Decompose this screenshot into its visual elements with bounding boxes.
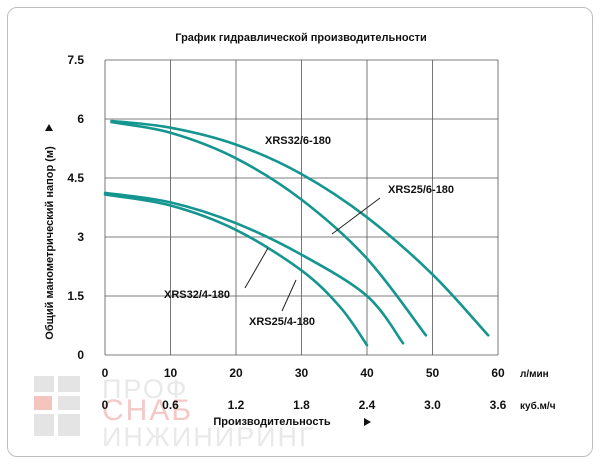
- x-tick-labels-primary: 0 10 20 30 40 50 60: [102, 366, 505, 380]
- label-leaders: [244, 197, 381, 312]
- series-label-xrs25-6: XRS25/6-180: [388, 184, 454, 196]
- watermark-line2: СНАБ: [102, 394, 193, 427]
- series-line-xrs32-4-180: [103, 191, 405, 345]
- series-line-xrs25-6-180: [110, 120, 428, 337]
- watermark: ПРОФ СНАБ ИНЖИНИРИНГ: [34, 374, 316, 452]
- x-axis-arrow-icon: [364, 418, 371, 426]
- x-tick-label-secondary: 0: [102, 398, 109, 412]
- x-tick-label-primary: 50: [426, 366, 440, 380]
- series-line-xrs32-6-180: [110, 119, 490, 337]
- x-tick-label-primary: 20: [229, 366, 243, 380]
- x-tick-label-primary: 60: [491, 366, 505, 380]
- y-tick-label: 4.5: [67, 171, 84, 185]
- leader-xrs25-6: [331, 197, 381, 235]
- grid: [104, 59, 499, 356]
- chart-frame: [7, 7, 593, 457]
- x-tick-label-secondary: 1.2: [228, 398, 245, 412]
- watermark-line3: ИНЖИНИРИНГ: [102, 422, 316, 452]
- y-tick-label: 7.5: [67, 53, 84, 67]
- y-axis-arrow-icon: [45, 124, 53, 131]
- series-label-xrs32-4: XRS32/4-180: [164, 289, 230, 301]
- x-unit-primary: л/мин: [520, 369, 549, 380]
- y-tick-label: 6: [77, 112, 84, 126]
- y-tick-label: 3: [77, 230, 84, 244]
- x-tick-label-primary: 10: [164, 366, 178, 380]
- x-tick-labels-secondary: 0 0.6 1.2 1.8 2.4 3.0 3.6: [102, 398, 507, 412]
- x-tick-label-primary: 40: [360, 366, 374, 380]
- x-unit-secondary: куб.м/ч: [520, 400, 556, 412]
- y-tick-label: 0: [77, 348, 84, 362]
- series-label-xrs25-4: XRS25/4-180: [249, 316, 315, 328]
- leader-xrs32-4: [244, 247, 269, 289]
- watermark-line1: ПРОФ: [102, 374, 188, 404]
- x-tick-label-secondary: 2.4: [359, 398, 376, 412]
- leader-xrs25-4: [281, 279, 297, 312]
- x-tick-label-secondary: 3.0: [424, 398, 441, 412]
- series-line-xrs25-4-180: [103, 193, 369, 347]
- x-tick-label-secondary: 1.8: [293, 398, 310, 412]
- x-tick-label-secondary: 0.6: [162, 398, 179, 412]
- series-label-xrs32-6: XRS32/6-180: [265, 135, 331, 147]
- chart-title: График гидравлической производительности: [175, 32, 427, 44]
- y-tick-label: 1.5: [67, 289, 84, 303]
- watermark-logo-icon: [34, 376, 80, 436]
- y-tick-labels: 0 1.5 3 4.5 6 7.5: [67, 53, 84, 362]
- x-axis-label: Производительность: [213, 416, 330, 428]
- x-tick-label-primary: 30: [295, 366, 309, 380]
- y-axis-label: Общий манометрический напор (м): [44, 146, 56, 340]
- series-curves: [103, 119, 490, 347]
- x-tick-label-secondary: 3.6: [490, 398, 507, 412]
- x-tick-label-primary: 0: [102, 366, 109, 380]
